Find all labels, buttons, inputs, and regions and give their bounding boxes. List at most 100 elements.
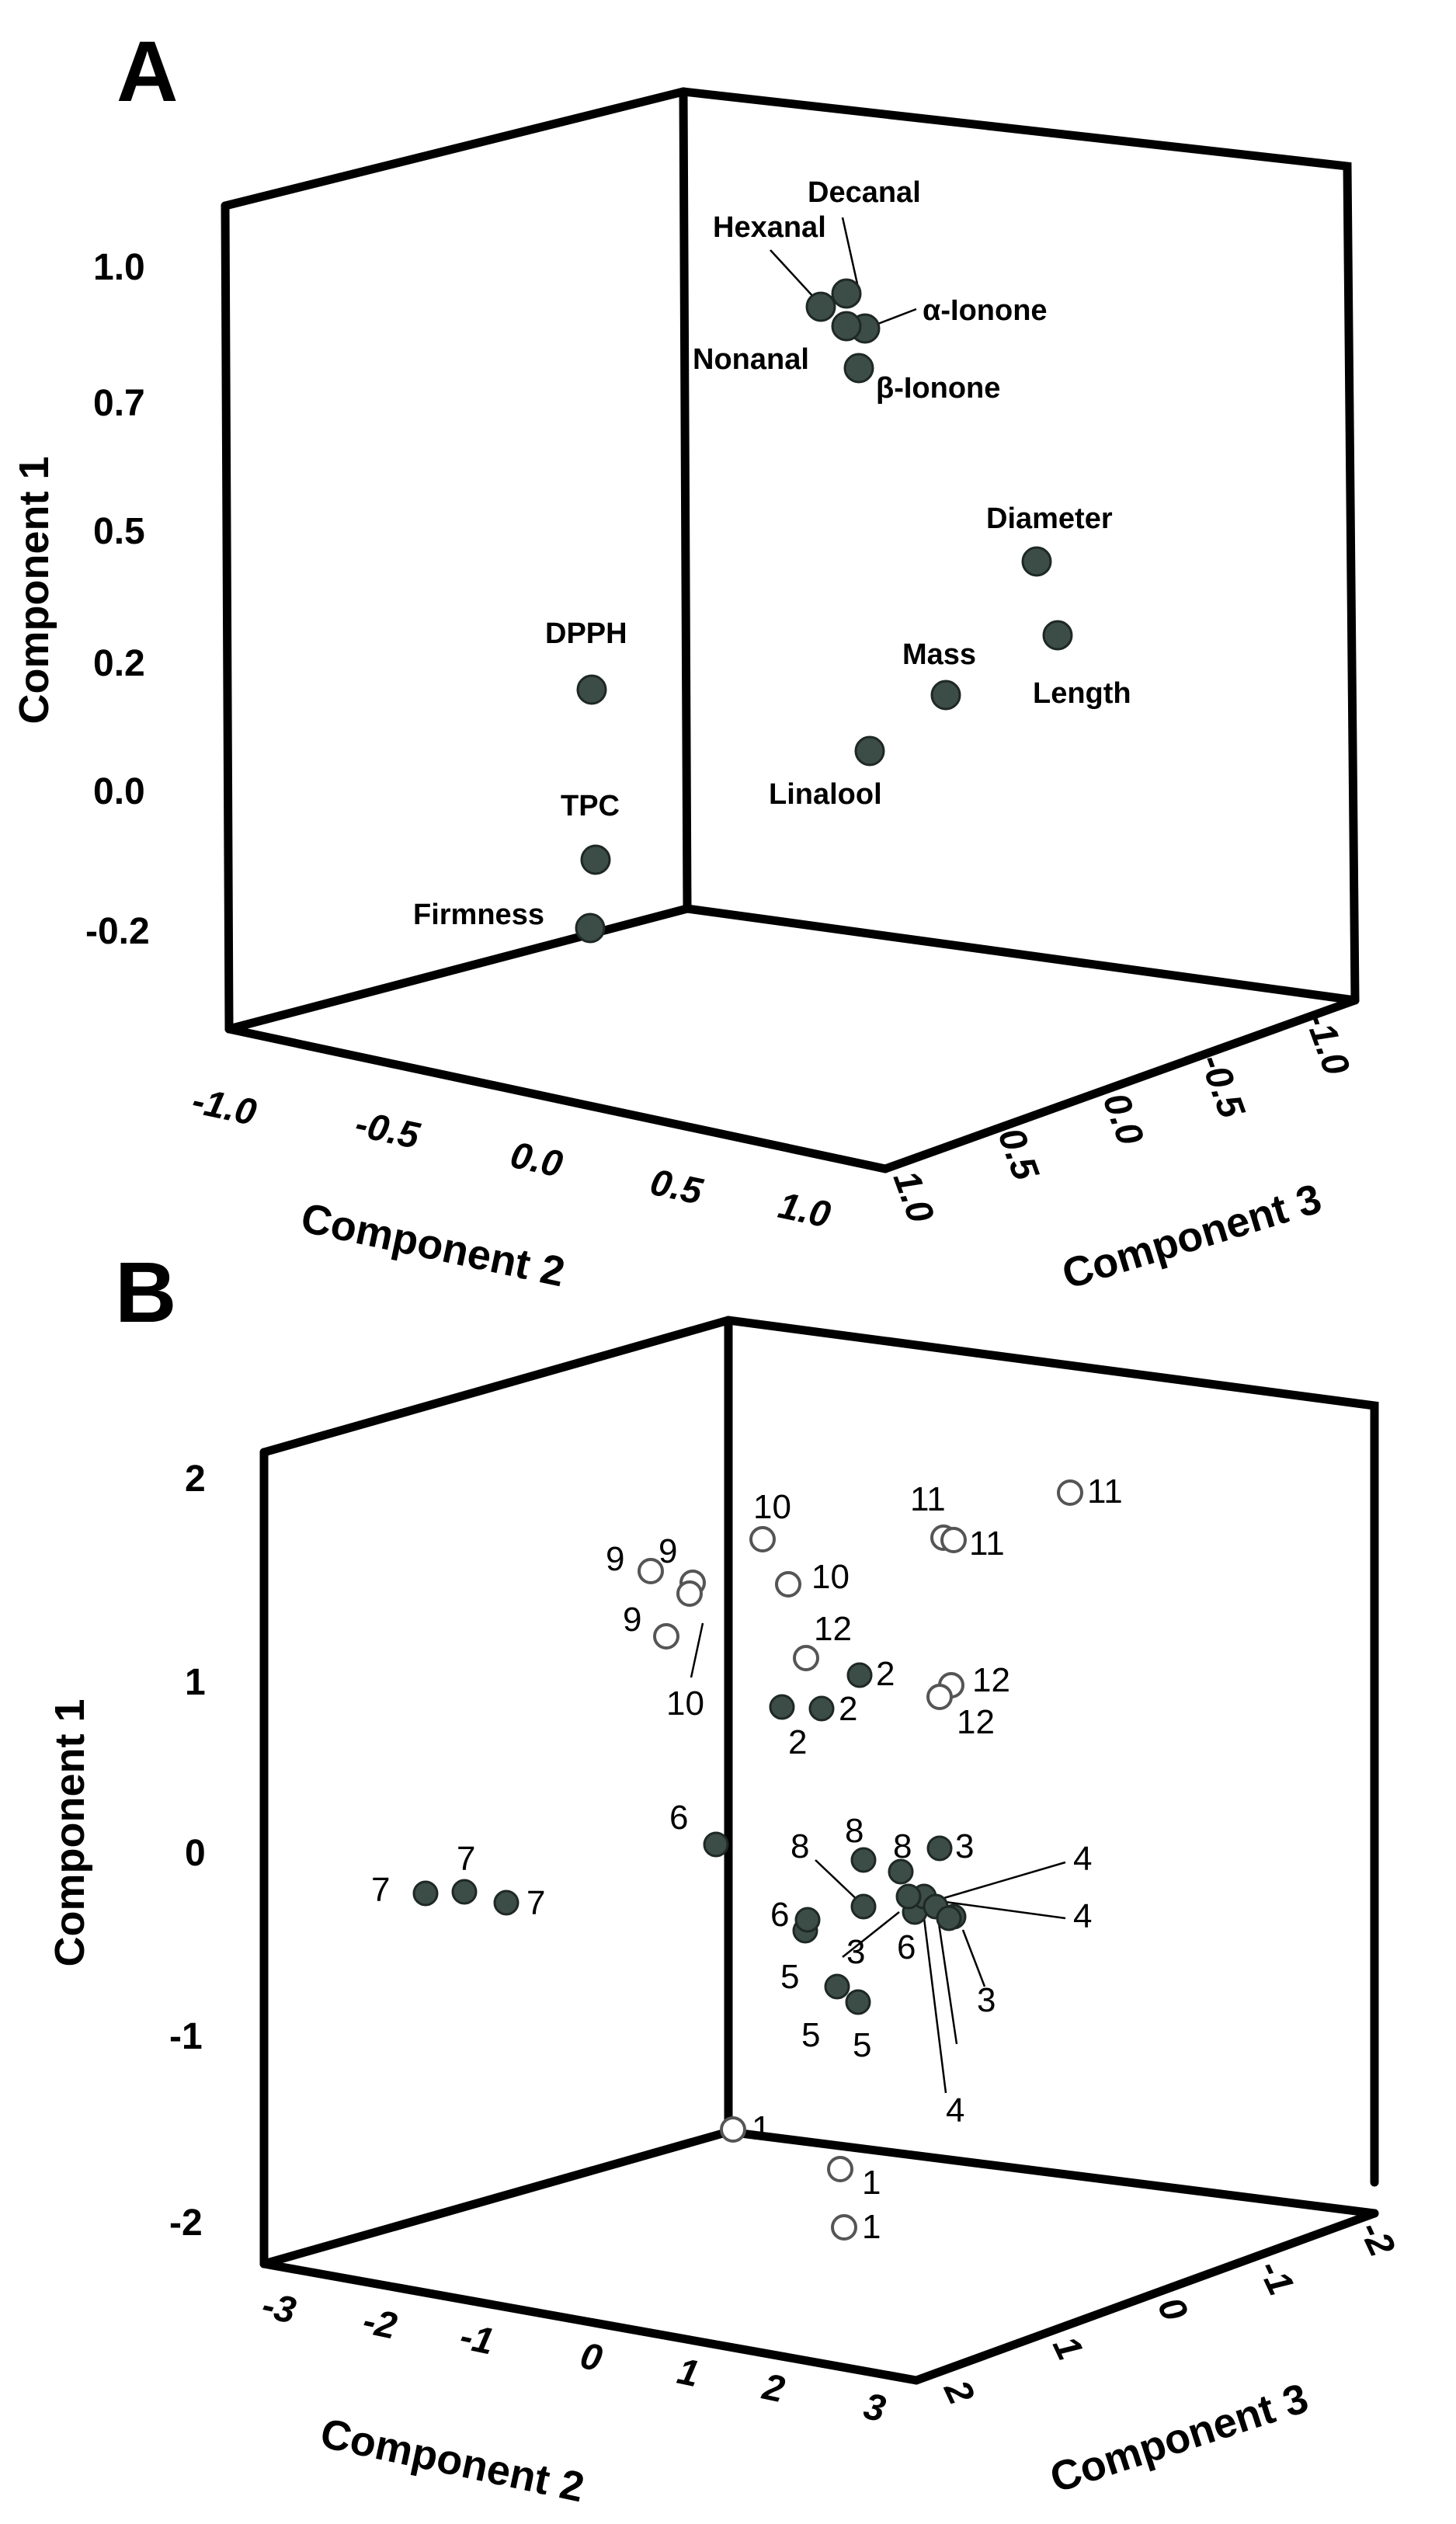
loading-point-firmness [575, 913, 606, 944]
loading-point-beta-ionone [843, 353, 874, 384]
point-label: TPC [561, 790, 620, 822]
z-tick: 2 [936, 2373, 982, 2411]
panel-b-z-axis-title: Component 3 [1044, 2375, 1314, 2502]
leader-line [939, 1900, 1066, 1920]
point-label: 5 [780, 1958, 799, 1996]
score-point-9 [638, 1558, 664, 1584]
score-point-6 [703, 1831, 729, 1858]
point-label: 8 [845, 1812, 864, 1850]
loading-point-length [1042, 620, 1073, 651]
panel-b-floor-back-right [724, 2127, 1379, 2218]
y-tick: -1 [169, 2016, 203, 2057]
point-label: 3 [977, 1981, 996, 2019]
point-label: Decanal [808, 176, 921, 209]
panel-b-filled-points [412, 1662, 967, 2015]
leader-line [936, 1917, 958, 2045]
point-label: 1 [862, 2164, 881, 2202]
score-point-12 [793, 1645, 819, 1671]
point-label: 4 [1073, 1897, 1092, 1935]
y-tick: -2 [169, 2202, 203, 2244]
panel-b-labels: 11 11 11 10 10 10 9 9 9 12 12 12 2 2 2 6… [371, 1472, 1123, 2246]
score-point-4 [895, 1883, 922, 1910]
point-label: 7 [371, 1871, 390, 1909]
z-tick: 0.0 [1095, 1088, 1152, 1151]
score-point-8 [850, 1893, 877, 1920]
x-tick: 2 [759, 2366, 788, 2411]
point-label: 8 [791, 1827, 809, 1865]
point-label: 2 [876, 1655, 895, 1693]
point-label: 1 [752, 2109, 770, 2147]
leader-line [815, 1859, 863, 1905]
score-point-2 [769, 1694, 795, 1720]
y-tick: 2 [185, 1458, 206, 1500]
y-tick: 1.0 [93, 247, 145, 288]
point-label: β-Ionone [876, 372, 1000, 405]
point-label: 7 [457, 1840, 475, 1878]
panel-a-vertical-back-edge [679, 87, 692, 913]
point-label: 1 [862, 2208, 881, 2246]
loading-point-diameter [1021, 546, 1052, 577]
score-point-5 [824, 1973, 850, 2000]
leader-line [875, 308, 917, 326]
panel-b: B 2 1 0 -1 -2 Component 1 -3 -2 -1 0 1 2 [47, 1245, 1402, 2511]
score-point-7 [451, 1879, 478, 1905]
point-label: Nonanal [693, 343, 809, 376]
leader-line [842, 1911, 900, 1958]
loading-point-nonanal [831, 311, 862, 342]
panel-a-y-axis-title: Component 1 [11, 457, 57, 725]
x-tick: 0.0 [507, 1135, 567, 1186]
y-tick: 0.7 [93, 383, 145, 424]
y-tick: 0.5 [93, 511, 145, 552]
panel-b-back-edges [259, 1316, 1379, 2187]
leader-line [961, 1929, 986, 1987]
x-tick: 1 [674, 2351, 703, 2395]
point-label: 3 [955, 1827, 974, 1865]
panel-a-y-ticks: 1.0 0.7 0.5 0.2 0.0 -0.2 [85, 247, 150, 952]
leader-line [841, 217, 860, 288]
point-label: 4 [1073, 1840, 1092, 1878]
point-label: 9 [606, 1540, 624, 1578]
loading-point-linalool [854, 735, 885, 767]
score-point-8 [888, 1858, 914, 1885]
panel-b-open-points [638, 1479, 1083, 2241]
point-label: Length [1033, 677, 1131, 710]
point-label: 9 [623, 1601, 641, 1639]
point-label: 10 [753, 1488, 791, 1526]
loading-point-hexanal [805, 291, 836, 322]
panel-a-floor-front-right [881, 996, 1360, 1173]
score-point-1 [831, 2214, 857, 2241]
y-tick: 0.2 [93, 643, 145, 684]
y-tick: 0 [185, 1833, 206, 1874]
panel-a-left-vertical-edge [221, 201, 234, 1034]
score-point-4 [936, 1905, 962, 1931]
x-tick: -2 [360, 2300, 401, 2348]
point-label: Linalool [769, 778, 882, 811]
panel-b-floor-front-right [912, 2209, 1379, 2385]
panel-a-leaders [770, 217, 917, 326]
panel-b-floor-front-left [259, 2259, 921, 2385]
leader-line [770, 249, 816, 300]
point-label: 9 [659, 1532, 677, 1570]
panel-b-y-axis-title: Component 1 [47, 1699, 93, 1967]
panel-b-floor-back-left [259, 2127, 733, 2268]
point-label: Hexanal [713, 211, 826, 244]
y-tick: 1 [185, 1662, 206, 1703]
score-point-11 [940, 1527, 967, 1553]
score-point-2 [808, 1695, 835, 1722]
loading-point-dpph [576, 674, 607, 705]
point-label: 6 [897, 1928, 916, 1966]
x-tick: 0.5 [647, 1162, 707, 1213]
point-label: 7 [526, 1884, 545, 1922]
leader-line [690, 1622, 704, 1678]
score-point-7 [412, 1880, 439, 1907]
score-point-12 [926, 1684, 953, 1710]
panel-a: A 1.0 0.7 0.5 0.2 0.0 -0.2 Component 1 -… [11, 24, 1360, 1298]
point-label: 2 [788, 1723, 807, 1761]
panel-a-back-edges [221, 87, 1360, 1005]
score-point-10 [775, 1571, 801, 1597]
y-tick: -0.2 [85, 911, 150, 952]
z-tick: -1.0 [1297, 1006, 1357, 1081]
point-label: 11 [969, 1524, 1005, 1563]
point-label: 5 [853, 2026, 871, 2064]
